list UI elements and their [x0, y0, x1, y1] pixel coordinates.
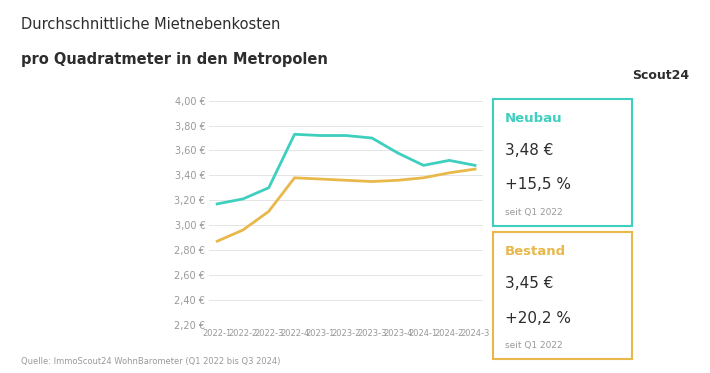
Text: Quelle: ImmoScout24 WohnBarometer (Q1 2022 bis Q3 2024): Quelle: ImmoScout24 WohnBarometer (Q1 20… — [21, 357, 280, 366]
Text: Durchschnittliche Mietnebenkosten: Durchschnittliche Mietnebenkosten — [21, 17, 280, 32]
Text: Immo: Immo — [582, 58, 621, 71]
FancyBboxPatch shape — [493, 232, 632, 359]
Text: Scout24: Scout24 — [632, 69, 689, 82]
Text: Bestand: Bestand — [505, 245, 566, 258]
Text: seit Q1 2022: seit Q1 2022 — [505, 341, 562, 350]
Text: 3,45 €: 3,45 € — [505, 276, 553, 291]
Text: 3,48 €: 3,48 € — [505, 143, 553, 158]
Text: Neubau: Neubau — [505, 112, 562, 125]
Text: pro Quadratmeter in den Metropolen: pro Quadratmeter in den Metropolen — [21, 52, 328, 67]
FancyBboxPatch shape — [493, 99, 632, 226]
Text: seit Q1 2022: seit Q1 2022 — [505, 208, 562, 217]
Text: +20,2 %: +20,2 % — [505, 311, 571, 326]
Text: +15,5 %: +15,5 % — [505, 178, 571, 192]
